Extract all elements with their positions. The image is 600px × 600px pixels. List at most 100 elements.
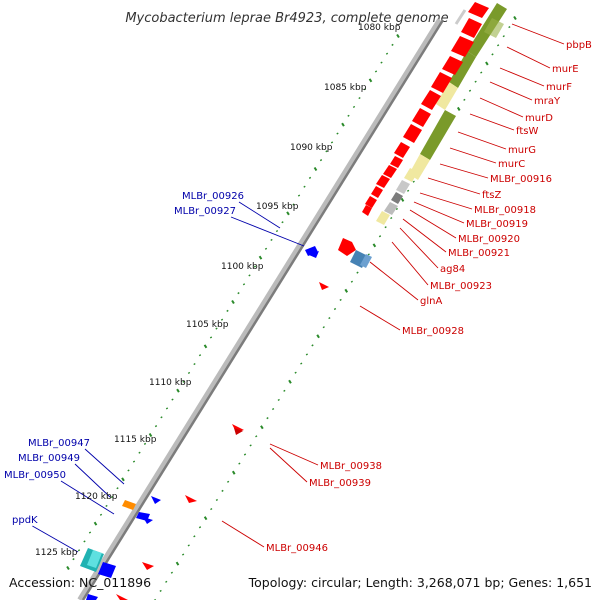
outer-tick-8 — [352, 105, 356, 109]
inner-tick-33 — [328, 317, 331, 320]
label-MLBr_00919[interactable]: MLBr_00919 — [466, 219, 528, 230]
gene-MLBr_00918[interactable] — [371, 186, 383, 198]
gene-MLBr_00926[interactable] — [305, 246, 318, 256]
gene-murD[interactable] — [431, 72, 452, 93]
inner-tick-ring — [153, 15, 517, 600]
gene-small-f[interactable] — [142, 562, 154, 570]
label-pbpB[interactable]: pbpB — [566, 40, 592, 51]
outer-tick-24 — [264, 247, 268, 250]
gene-MLBr_00927[interactable] — [309, 251, 319, 258]
outer-tick-15 — [313, 166, 318, 172]
label-MLBr_00920[interactable]: MLBr_00920 — [458, 234, 520, 245]
label-MLBr_00918[interactable]: MLBr_00918 — [474, 205, 536, 216]
label-MLBr_00928[interactable]: MLBr_00928 — [402, 326, 464, 337]
label-MLBr_00927[interactable]: MLBr_00927 — [174, 206, 236, 217]
gene-MLBr_00919[interactable] — [365, 196, 377, 208]
gene-MLBr_00947[interactable] — [151, 496, 161, 504]
gene-blue-bottom[interactable] — [86, 594, 98, 600]
gene-small-a[interactable] — [390, 156, 403, 168]
gene-ftsW[interactable] — [421, 90, 441, 110]
label-murG[interactable]: murG — [508, 145, 536, 156]
tick-label-4: 1100 kbp — [221, 262, 264, 272]
label-MLBr_00926[interactable]: MLBr_00926 — [182, 191, 244, 202]
label-MLBr_00947[interactable]: MLBr_00947 — [28, 438, 90, 449]
leader-murF — [499, 67, 545, 87]
inner-tick-50 — [231, 470, 236, 475]
label-MLBr_00950[interactable]: MLBr_00950 — [4, 470, 66, 481]
label-ftsW[interactable]: ftsW — [516, 126, 538, 137]
gene-small-e[interactable] — [319, 282, 329, 290]
inner-tick-39 — [294, 371, 297, 374]
inner-tick-24 — [378, 235, 382, 238]
label-murE[interactable]: murE — [552, 64, 579, 75]
gene-MLBr_00928-block[interactable] — [338, 238, 356, 256]
label-MLBr_00923[interactable]: MLBr_00923 — [430, 281, 492, 292]
outer-tick-26 — [253, 265, 257, 268]
label-MLBr_00949[interactable]: MLBr_00949 — [18, 453, 80, 464]
outer-tick-50 — [121, 477, 125, 482]
gene-murE[interactable] — [461, 18, 482, 38]
gene-ftsZ[interactable] — [376, 175, 390, 188]
leader-mraY — [489, 81, 533, 101]
map-title: Mycobacterium leprae Br4923, complete ge… — [125, 11, 448, 26]
outer-tick-39 — [182, 380, 185, 383]
gene-orange[interactable] — [122, 500, 136, 510]
gene-murG[interactable] — [412, 108, 431, 127]
label-murF[interactable]: murF — [546, 82, 572, 93]
outer-tick-57 — [83, 540, 86, 543]
gene-MLBr_00920[interactable] — [362, 205, 372, 216]
label-MLBr_00938[interactable]: MLBr_00938 — [320, 461, 382, 472]
gene-MLBr_00946[interactable] — [185, 495, 197, 503]
leader-murG — [457, 131, 507, 150]
label-mraY[interactable]: mraY — [534, 96, 561, 107]
inner-tick-1 — [508, 26, 511, 29]
label-ftsZ[interactable]: ftsZ — [482, 190, 501, 201]
leader-MLBr_00923 — [391, 241, 429, 286]
label-MLBr_00946[interactable]: MLBr_00946 — [266, 543, 328, 554]
label-MLBr_00921[interactable]: MLBr_00921 — [448, 248, 510, 259]
label-glnA[interactable]: glnA — [420, 296, 442, 307]
gene-mraY[interactable] — [442, 56, 463, 75]
outer-tick-52 — [110, 495, 114, 499]
inner-tick-0 — [513, 15, 517, 21]
gene-MLBr_00921[interactable] — [404, 168, 418, 182]
gene-MLBr_00916[interactable] — [394, 142, 410, 158]
leader-murD — [479, 97, 524, 118]
gene-pbpB[interactable] — [468, 2, 489, 18]
inner-tick-52 — [221, 489, 224, 492]
label-ag84[interactable]: ag84 — [440, 264, 465, 275]
inner-tick-42 — [277, 398, 280, 402]
gene-ag84-grey[interactable] — [396, 180, 410, 194]
leader-MLBr_00920 — [409, 209, 457, 239]
gene-yellow-d[interactable] — [376, 211, 390, 225]
outer-tick-58 — [77, 549, 81, 552]
outer-tick-59 — [72, 558, 75, 561]
label-murD[interactable]: murD — [525, 113, 553, 124]
gene-ppdK-shade[interactable] — [87, 550, 102, 568]
outer-tick-18 — [297, 194, 301, 197]
gene-MLBr_00923-grey[interactable] — [391, 192, 403, 204]
inner-tick-31 — [339, 298, 342, 301]
gene-small-g[interactable] — [116, 594, 128, 600]
gene-blue-large[interactable] — [98, 562, 116, 578]
gene-glnA-shade[interactable] — [360, 254, 372, 268]
outer-tick-3 — [380, 61, 383, 64]
gene-MLBr_00939[interactable] — [234, 428, 243, 435]
gene-grey-c[interactable] — [384, 202, 398, 215]
tick-label-6: 1110 kbp — [149, 378, 192, 388]
leader-glnA — [369, 261, 419, 301]
label-murC[interactable]: murC — [498, 159, 525, 170]
label-MLBr_00939[interactable]: MLBr_00939 — [309, 478, 371, 489]
gene-MLBr_00950[interactable] — [143, 517, 153, 524]
label-MLBr_00916[interactable]: MLBr_00916 — [490, 174, 552, 185]
gene-murC[interactable] — [403, 124, 422, 143]
outer-tick-0 — [396, 33, 400, 39]
label-ppdK[interactable]: ppdK — [12, 515, 38, 526]
outer-tick-48 — [132, 460, 136, 463]
inner-tick-4 — [491, 53, 494, 56]
gene-murF[interactable] — [451, 36, 474, 57]
backbone-tail — [454, 9, 467, 25]
gene-small-b[interactable] — [383, 165, 397, 178]
leader-MLBr_00946 — [221, 520, 265, 548]
